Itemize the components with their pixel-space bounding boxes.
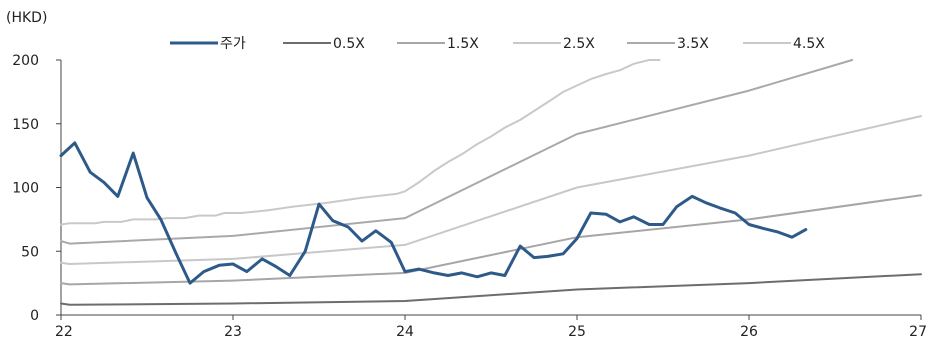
y-tick-label: 50 [21, 244, 39, 260]
y-axis-unit-label: (HKD) [6, 10, 47, 26]
y-tick-label: 150 [12, 117, 39, 133]
series-line-3-5x [60, 59, 854, 245]
y-tick-label: 100 [12, 181, 39, 197]
series-line-1-5x [60, 194, 922, 286]
x-tick-label: 22 [55, 324, 73, 340]
x-tick-label: 26 [740, 324, 758, 340]
x-tick-label: 23 [224, 324, 242, 340]
x-tick-label: 25 [568, 324, 586, 340]
series-line-price [59, 141, 808, 285]
series-line-0-5x [60, 273, 922, 306]
x-tick-label: 27 [909, 324, 927, 340]
series-line-4-5x [60, 59, 661, 226]
y-tick-label: 200 [12, 53, 39, 69]
legend-label: 1.5X [447, 36, 479, 52]
chart-legend: 주가 0.5X 1.5X 2.5X 3.5X 4.5X [170, 36, 825, 52]
x-tick-label: 24 [396, 324, 414, 340]
series-layer [59, 59, 922, 306]
chart-axes: 0 50 100 150 200 22 23 24 25 26 27 [12, 53, 927, 340]
y-tick-label: 0 [30, 308, 39, 324]
legend-label: 3.5X [677, 36, 709, 52]
legend-label: 2.5X [563, 36, 595, 52]
series-line-2-5x [60, 115, 922, 265]
legend-label: 4.5X [793, 36, 825, 52]
legend-label: 주가 [220, 36, 246, 52]
legend-label: 0.5X [333, 36, 365, 52]
